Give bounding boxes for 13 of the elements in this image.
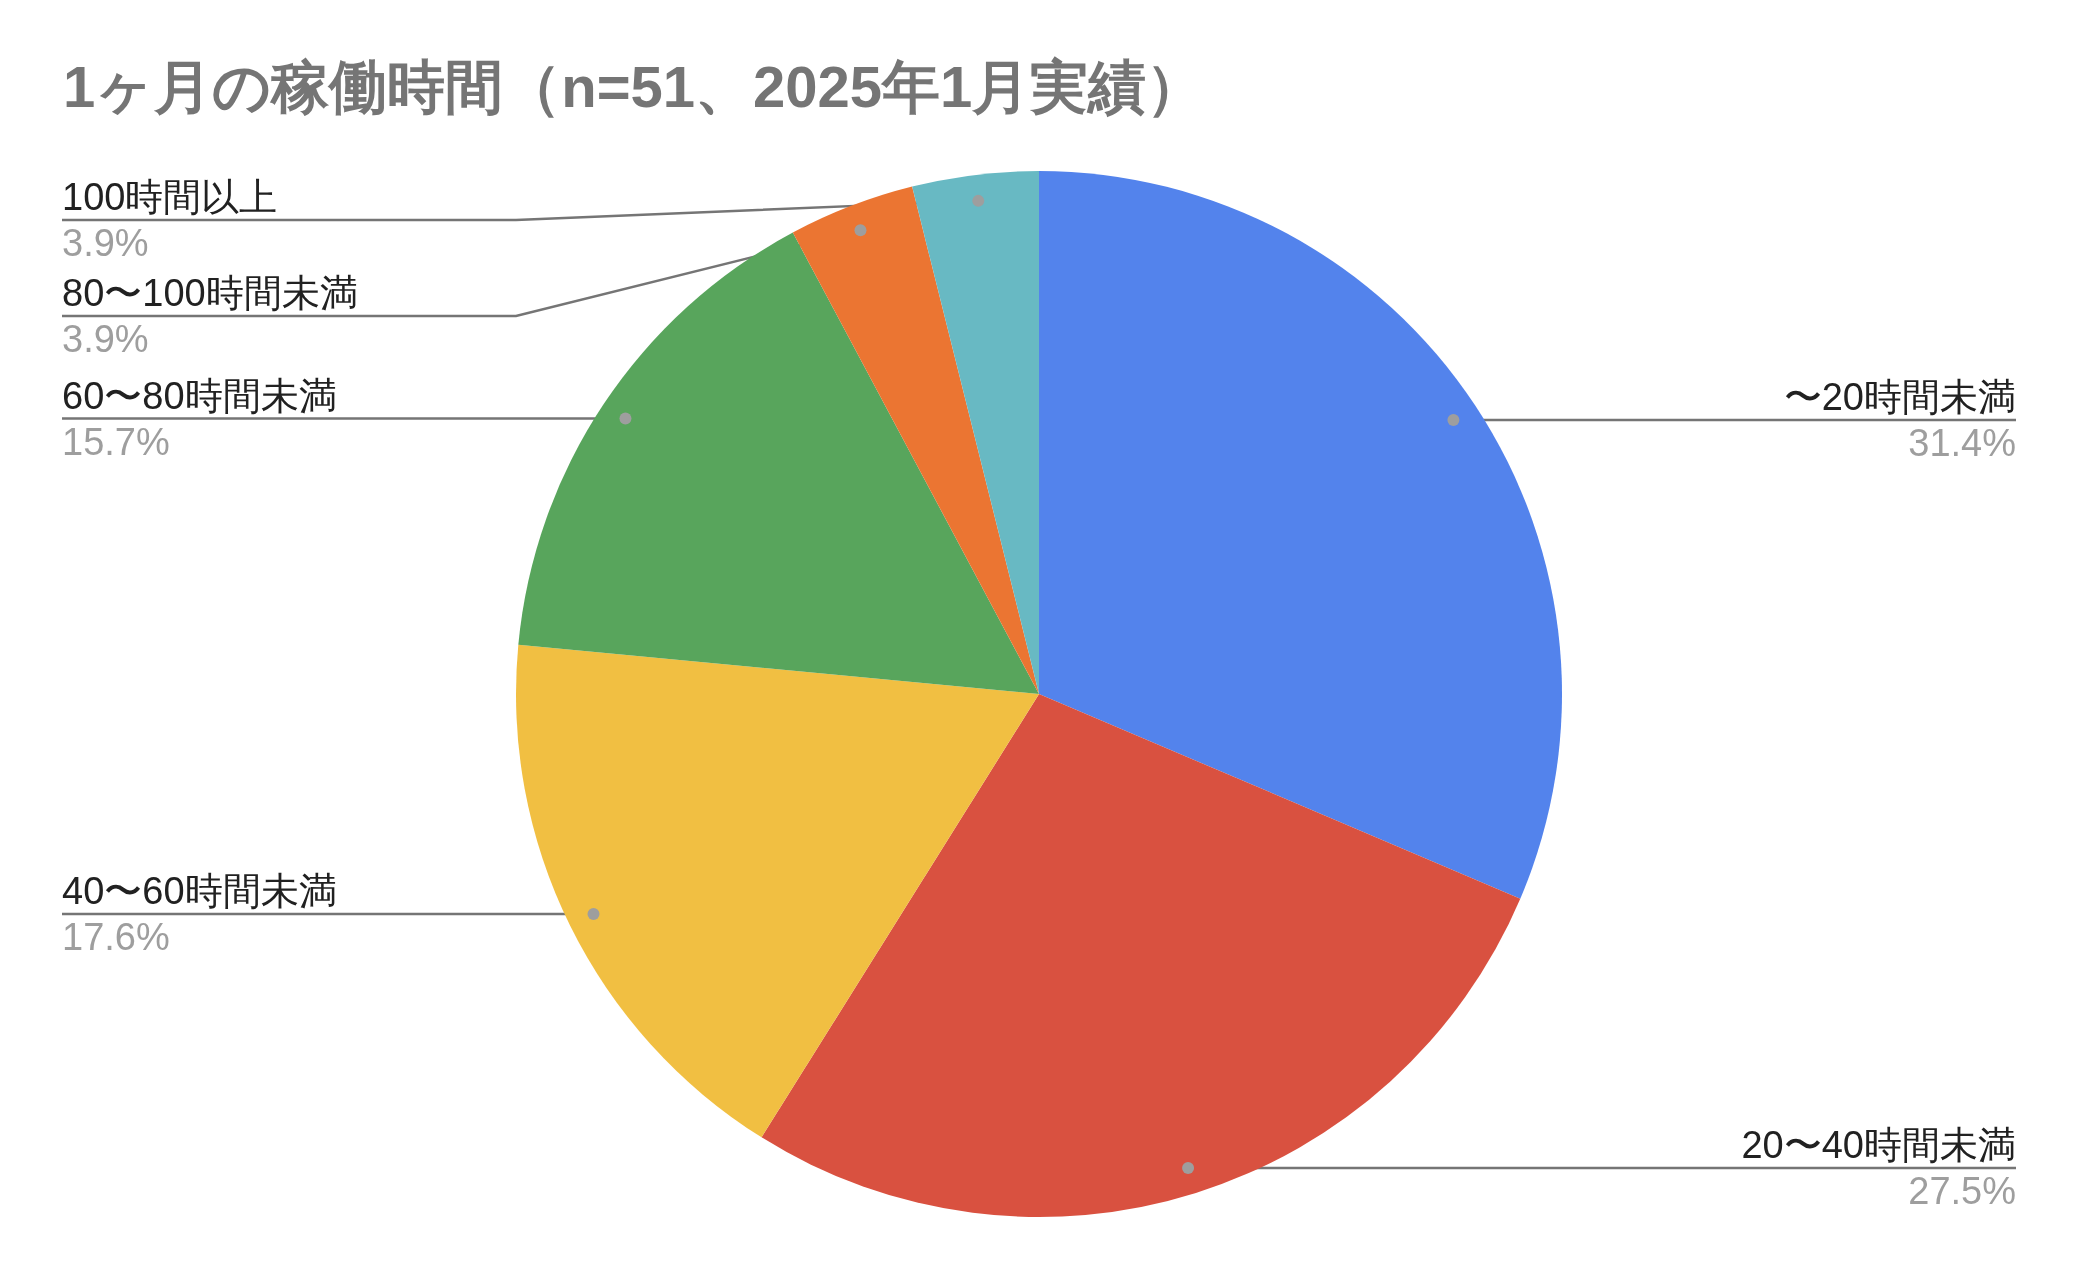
chart-title: 1ヶ月の稼働時間（n=51、2025年1月実績） (63, 53, 1205, 119)
slice-label: 80〜100時間未満 (62, 272, 358, 314)
slice-label: 〜20時間未満 (1783, 375, 2016, 418)
slice-label: 40〜60時間未満 (62, 869, 337, 912)
data-label: 3.9% (62, 318, 149, 360)
slice-label: 100時間以上 (62, 176, 278, 218)
data-label: 31.4% (1908, 421, 2016, 464)
data-label: 3.9% (62, 222, 149, 264)
slice-label: 60〜80時間未満 (62, 374, 337, 417)
data-label: 17.6% (62, 915, 170, 958)
data-label: 15.7% (62, 420, 170, 463)
data-label: 27.5% (1908, 1169, 2016, 1212)
slice-label: 20〜40時間未満 (1741, 1123, 2016, 1166)
